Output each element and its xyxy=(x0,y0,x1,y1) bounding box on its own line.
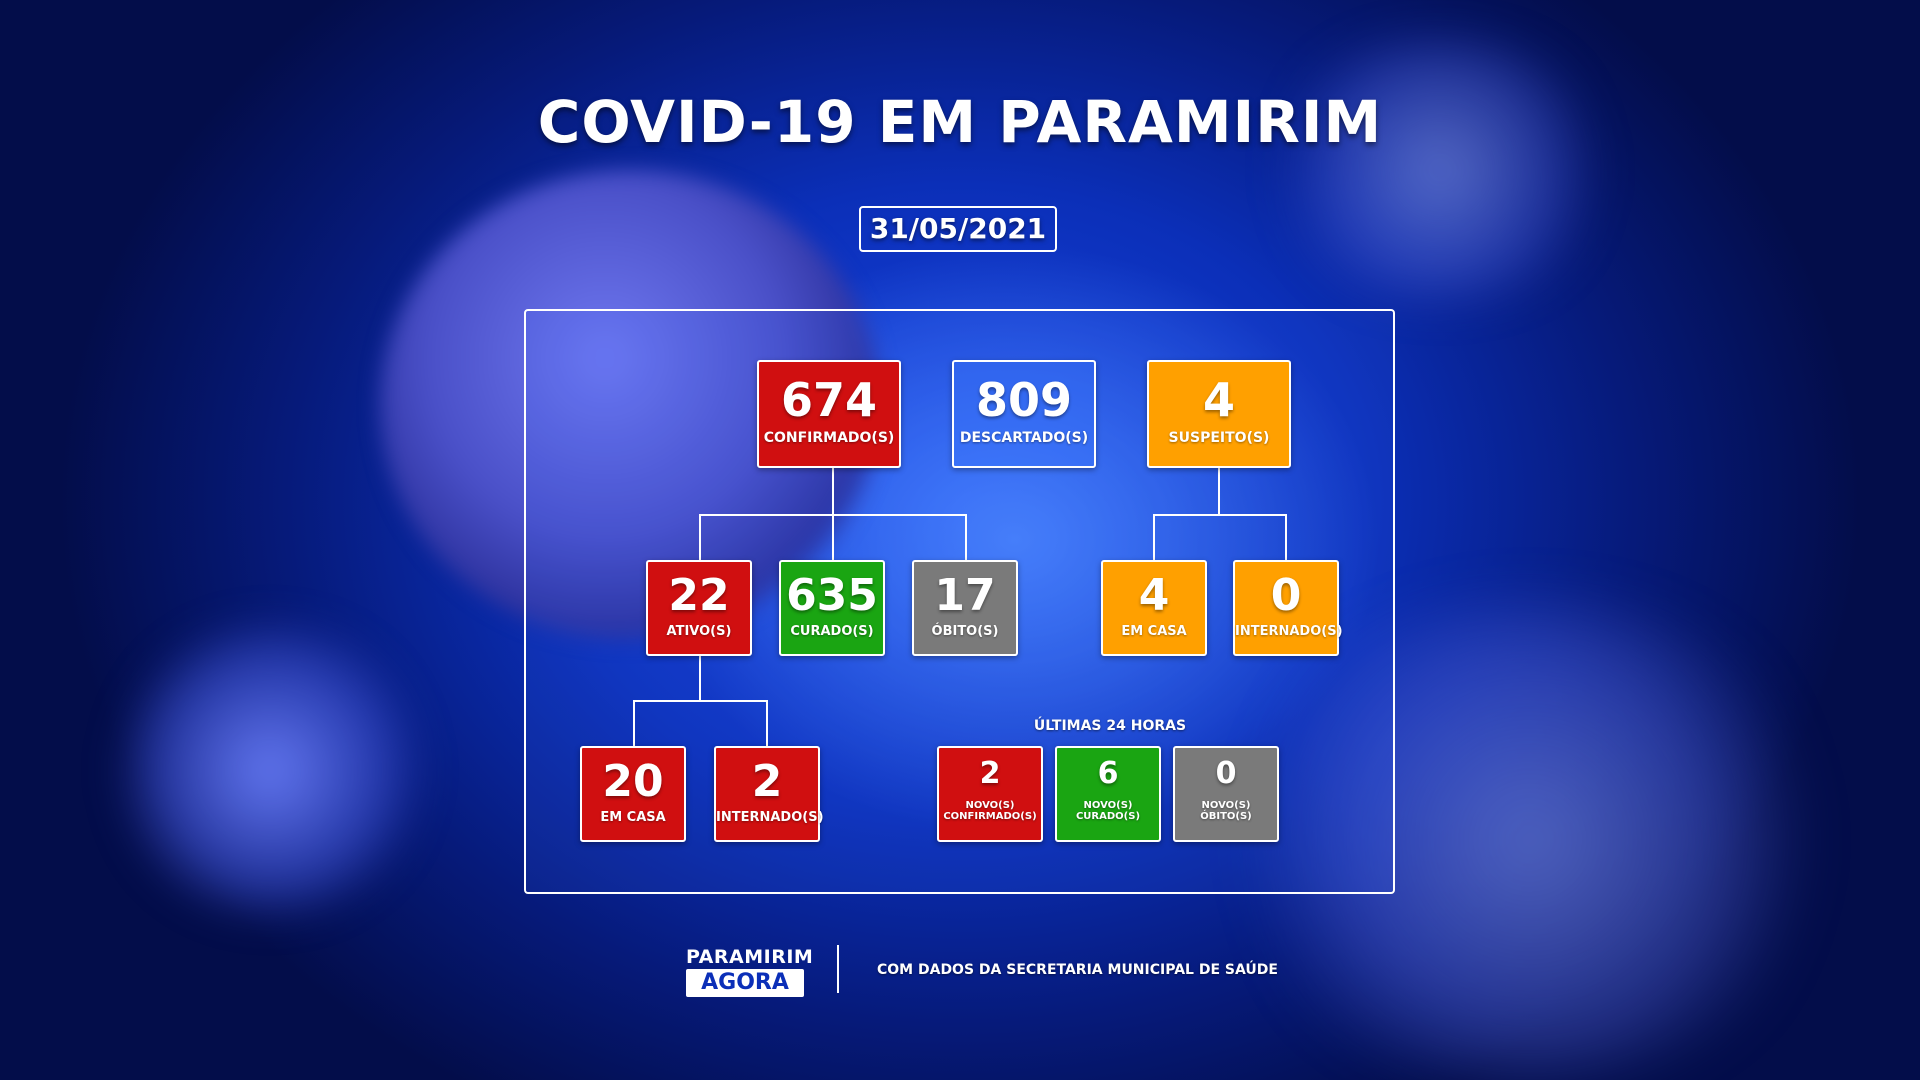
logo-line-2: AGORA xyxy=(686,969,804,997)
connector-line xyxy=(699,514,701,561)
page-title: COVID-19 EM PARAMIRIM xyxy=(537,88,1383,156)
active-count: 22 xyxy=(668,570,730,621)
connector-line xyxy=(699,653,701,700)
active-box: 22 ATIVO(S) xyxy=(646,560,752,656)
last-24h-heading: ÚLTIMAS 24 HORAS xyxy=(1033,718,1187,734)
date-badge: 31/05/2021 xyxy=(859,206,1057,252)
active-hospitalized-count: 2 xyxy=(751,756,783,807)
data-source-credit: COM DADOS DA SECRETARIA MUNICIPAL DE SAÚ… xyxy=(877,962,1278,978)
new-confirmed-label-2: CONFIRMADO(S) xyxy=(943,811,1037,822)
new-deaths-label-1: NOVO(S) xyxy=(1201,800,1251,811)
discarded-count: 809 xyxy=(975,373,1073,427)
connector-line xyxy=(633,700,768,702)
new-cured-box: 6 NOVO(S) CURADO(S) xyxy=(1055,746,1161,842)
connector-line xyxy=(1285,514,1287,561)
virus-illustration-blurred xyxy=(1220,600,1840,1080)
deaths-count: 17 xyxy=(934,570,996,621)
connector-line xyxy=(965,514,967,561)
connector-line xyxy=(832,466,834,514)
new-confirmed-box: 2 NOVO(S) CONFIRMADO(S) xyxy=(937,746,1043,842)
suspected-hospitalized-label: INTERNADO(S) xyxy=(1235,624,1343,639)
active-home-box: 20 EM CASA xyxy=(580,746,686,842)
suspected-box: 4 SUSPEITO(S) xyxy=(1147,360,1291,468)
connector-line xyxy=(766,700,768,747)
cured-count: 635 xyxy=(786,570,878,621)
discarded-box: 809 DESCARTADO(S) xyxy=(952,360,1096,468)
suspected-home-box: 4 EM CASA xyxy=(1101,560,1207,656)
suspected-home-label: EM CASA xyxy=(1121,624,1187,639)
active-label: ATIVO(S) xyxy=(666,624,732,639)
suspected-hospitalized-count: 0 xyxy=(1270,570,1302,621)
connector-line xyxy=(832,514,834,561)
new-deaths-label-2: ÓBITO(S) xyxy=(1200,811,1252,822)
deaths-label: ÓBITO(S) xyxy=(931,624,999,639)
active-hospitalized-box: 2 INTERNADO(S) xyxy=(714,746,824,842)
paramirim-agora-logo: PARAMIRIM AGORA xyxy=(686,946,814,997)
suspected-home-count: 4 xyxy=(1138,570,1170,621)
new-cured-label-2: CURADO(S) xyxy=(1075,811,1141,822)
connector-line xyxy=(1153,514,1287,516)
active-home-label: EM CASA xyxy=(600,810,666,825)
discarded-label: DESCARTADO(S) xyxy=(959,430,1089,446)
active-hospitalized-label: INTERNADO(S) xyxy=(716,810,824,825)
virus-illustration-blurred xyxy=(110,620,430,920)
confirmed-label: CONFIRMADO(S) xyxy=(763,430,895,446)
connector-line xyxy=(633,700,635,747)
new-confirmed-label-1: NOVO(S) xyxy=(965,800,1015,811)
new-deaths-count: 0 xyxy=(1215,756,1237,791)
suspected-hospitalized-box: 0 INTERNADO(S) xyxy=(1233,560,1343,656)
confirmed-count: 674 xyxy=(780,373,878,427)
logo-line-1: PARAMIRIM xyxy=(686,946,814,968)
footer-divider xyxy=(837,945,839,993)
suspected-label: SUSPEITO(S) xyxy=(1168,430,1270,446)
connector-line xyxy=(1153,514,1155,561)
virus-illustration-blurred xyxy=(1260,40,1620,300)
active-home-count: 20 xyxy=(602,756,664,807)
new-deaths-box: 0 NOVO(S) ÓBITO(S) xyxy=(1173,746,1279,842)
cured-box: 635 CURADO(S) xyxy=(779,560,885,656)
suspected-count: 4 xyxy=(1202,373,1235,427)
new-cured-label-1: NOVO(S) xyxy=(1083,800,1133,811)
connector-line xyxy=(1218,466,1220,514)
cured-label: CURADO(S) xyxy=(790,624,874,639)
deaths-box: 17 ÓBITO(S) xyxy=(912,560,1018,656)
new-confirmed-count: 2 xyxy=(979,756,1001,791)
new-cured-count: 6 xyxy=(1097,756,1119,791)
confirmed-box: 674 CONFIRMADO(S) xyxy=(757,360,901,468)
